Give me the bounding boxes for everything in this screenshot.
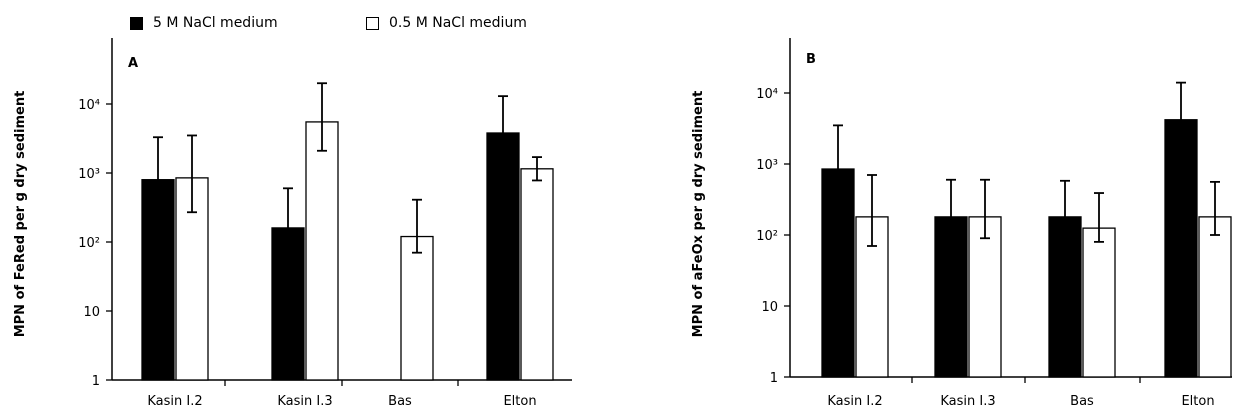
chart-panel-b: 1 10 10² 10³ 10⁴ MPN of aFeOx per g dry sedim…	[691, 38, 1232, 409]
bar	[520, 168, 554, 381]
chart-panel-a: 1 10 10² 10³ 10⁴ MPN of FeRed per g dry sedim…	[13, 38, 572, 409]
y-tick-label: 10⁴	[78, 98, 100, 113]
legend-swatch-5m	[130, 16, 143, 30]
bar	[141, 179, 175, 381]
legend-label-5m: 5 M NaCl medium	[153, 15, 278, 31]
y-tick-label: 10³	[756, 158, 778, 173]
bar	[305, 121, 339, 381]
legend-item-05m: 0.5 M NaCl medium	[366, 12, 527, 34]
y-tick-label: 1	[92, 374, 100, 389]
legend-swatch-05m	[366, 16, 379, 30]
y-tick-label: 10³	[78, 167, 100, 182]
legend-label-05m: 0.5 M NaCl medium	[389, 15, 527, 31]
x-tick-label: Kasin I.3	[277, 394, 332, 409]
y-tick-label: 10	[761, 300, 778, 315]
x-tick-label: Elton	[1181, 394, 1214, 409]
y-tick-label: 10	[83, 305, 100, 320]
y-axis-label: MPN of FeRed per g dry sediment	[13, 91, 28, 338]
bar	[821, 168, 855, 378]
legend-item-5m: 5 M NaCl medium	[130, 12, 278, 34]
x-tick-label: Kasin I.3	[940, 394, 995, 409]
bar	[968, 216, 1002, 378]
x-tick-label: Kasin I.2	[827, 394, 882, 409]
bar	[1082, 227, 1116, 378]
x-tick-label: Bas	[388, 394, 412, 409]
panel-label: B	[806, 52, 816, 67]
bar	[1164, 119, 1198, 378]
y-tick-label: 10²	[78, 236, 100, 251]
x-tick-label: Bas	[1070, 394, 1094, 409]
y-tick-label: 10⁴	[756, 87, 778, 102]
x-tick-label: Elton	[503, 394, 536, 409]
y-tick-label: 1	[770, 371, 778, 386]
bar	[1198, 216, 1232, 378]
x-tick-label: Kasin I.2	[147, 394, 202, 409]
panel-label: A	[128, 56, 138, 71]
y-tick-label: 10²	[756, 229, 778, 244]
bar	[400, 235, 434, 381]
y-axis-label: MPN of aFeOx per g dry sediment	[691, 91, 706, 338]
